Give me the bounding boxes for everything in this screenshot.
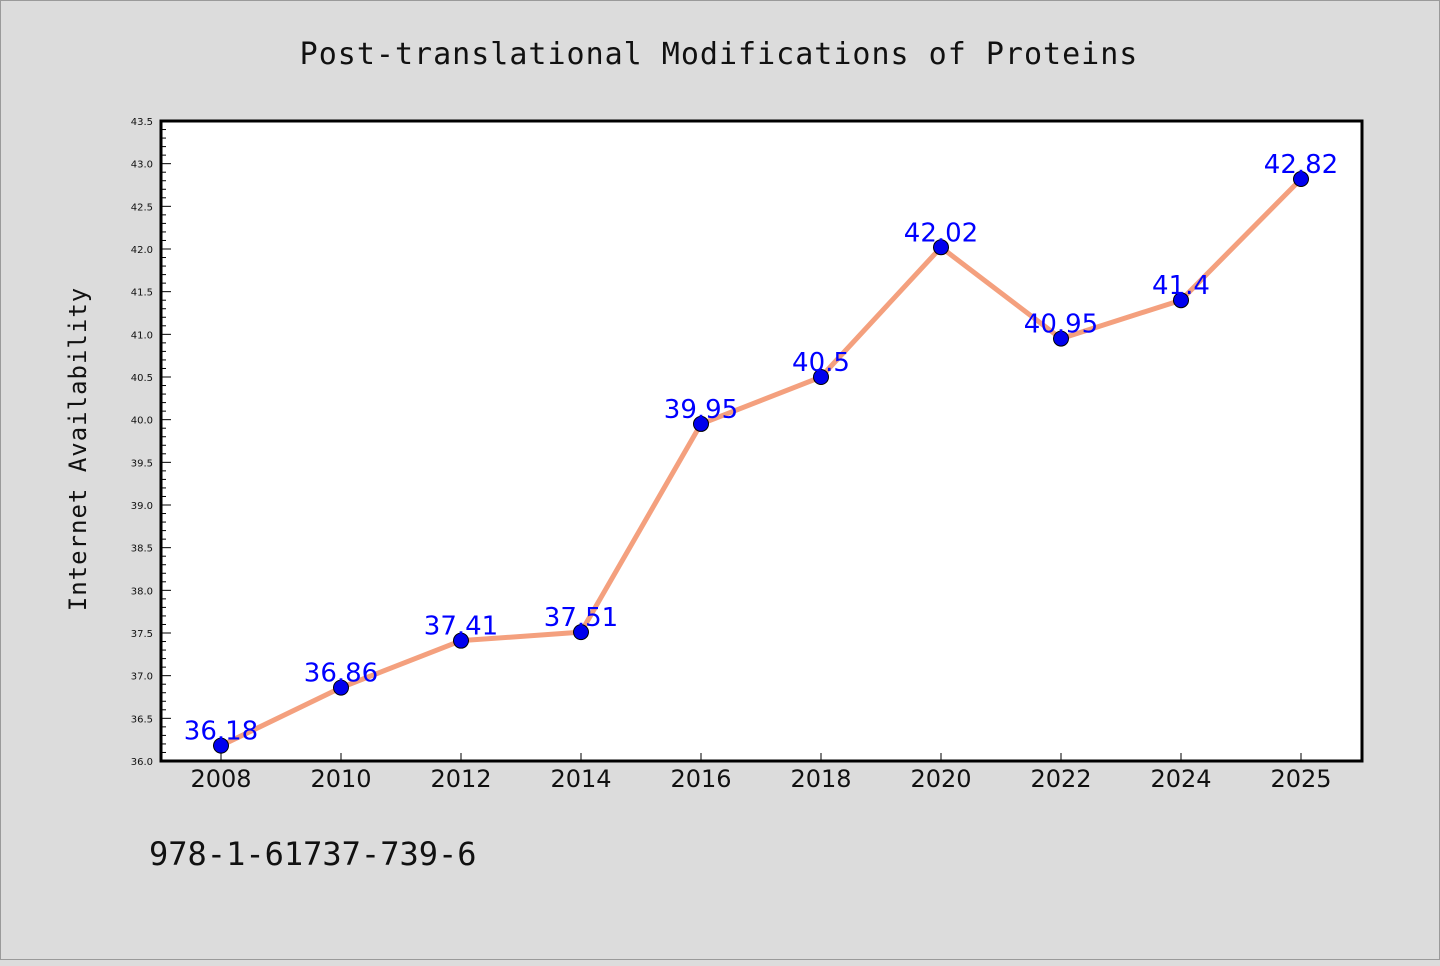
y-tick-label: 40.0: [131, 416, 153, 427]
x-tick-label: 2012: [430, 765, 491, 793]
data-label: 36.18: [184, 717, 258, 747]
x-tick-label: 2010: [310, 765, 371, 793]
data-label: 37.41: [424, 612, 498, 642]
y-tick-label: 42.5: [131, 202, 153, 213]
data-point: [1053, 330, 1069, 347]
data-point: [1293, 171, 1309, 188]
y-tick-label: 41.0: [131, 330, 153, 341]
data-point: [453, 632, 469, 649]
y-tick-label: 39.0: [131, 501, 153, 512]
x-tick-label: 2022: [1030, 765, 1091, 793]
y-tick-label: 39.5: [131, 458, 153, 469]
y-tick-label: 41.5: [131, 288, 153, 299]
y-axis-label: Internet Availability: [64, 287, 92, 611]
y-tick-label: 37.0: [131, 672, 153, 683]
y-tick-label: 40.5: [131, 373, 153, 384]
x-tick-label: 2020: [910, 765, 971, 793]
x-tick-label: 2024: [1150, 765, 1211, 793]
y-tick-label: 37.5: [131, 629, 153, 640]
data-label: 42.82: [1264, 150, 1338, 180]
x-tick-label: 2014: [550, 765, 611, 793]
y-tick-label: 43.0: [131, 160, 153, 171]
data-point: [213, 737, 229, 754]
data-point: [813, 369, 829, 385]
x-tick-label: 2025: [1270, 765, 1331, 793]
y-tick-label: 43.5: [131, 117, 153, 128]
data-label: 40.5: [792, 348, 850, 378]
y-axis-ticks: 36.0 36.5 37.0 37.5 38.0 38.5 39.0 39.5 40.0 40.5…: [131, 117, 171, 768]
y-tick-label: 36.5: [131, 714, 153, 725]
data-series: [213, 171, 1309, 754]
data-labels: 36.18 36.86 37.41 37.51 39.95 40.5 42.02 40.95 4…: [184, 150, 1338, 747]
x-tick-label: 2018: [790, 765, 851, 793]
x-tick-label: 2008: [190, 765, 251, 793]
plot-area: [159, 119, 1364, 763]
y-tick-label: 38.5: [131, 544, 153, 555]
x-axis-ticks: 2008 2010 2012 2014 2016 2018 2020 2022 2024 2025: [190, 753, 1332, 793]
data-label: 39.95: [664, 395, 738, 425]
y-tick-label: 42.0: [131, 245, 153, 256]
data-label: 40.95: [1024, 310, 1098, 340]
y-tick-label: 38.0: [131, 586, 153, 597]
footer-text: 978-1-61737-739-6: [149, 835, 477, 873]
data-point: [573, 624, 589, 641]
x-tick-label: 2016: [670, 765, 731, 793]
chart-title: Post-translational Modifications of Prot…: [300, 37, 1139, 72]
data-label: 36.86: [304, 659, 378, 689]
data-point: [1173, 292, 1189, 309]
data-point: [933, 239, 949, 256]
series-line: [218, 176, 1304, 749]
data-label: 41.4: [1152, 271, 1210, 301]
data-point: [333, 679, 349, 696]
data-label: 37.51: [544, 603, 618, 633]
data-point: [693, 415, 709, 432]
data-label: 42.02: [904, 218, 978, 248]
y-tick-label: 36.0: [131, 757, 153, 768]
